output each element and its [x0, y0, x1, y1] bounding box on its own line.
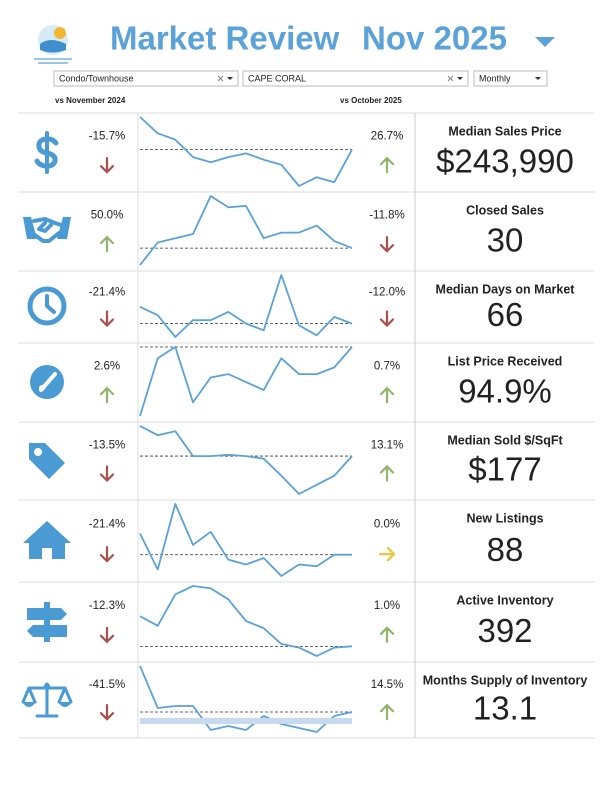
icon-clock [27, 286, 67, 326]
metric-row: -12.3% 1.0% Active Inventory 392 [18, 581, 595, 657]
yoy-change: -13.5% [89, 439, 125, 451]
sparkline [139, 346, 353, 417]
property-type: Condo/Townhouse [59, 73, 134, 83]
metric-row: -13.5% 13.1% Median Sold $/SqFt $177 [18, 421, 595, 495]
metric-name: Median Sales Price [448, 124, 561, 138]
yoy-change: -12.3% [89, 600, 125, 612]
frequency: Monthly [479, 73, 511, 83]
mom-change: 1.0% [374, 600, 400, 612]
mom-arrow [379, 310, 395, 328]
sparkline [139, 665, 353, 733]
icon-scales [21, 682, 73, 718]
yoy-arrow [99, 310, 115, 328]
icon-handshake [23, 217, 71, 243]
mom-change: 0.0% [374, 519, 400, 531]
metric-row: 2.6% 0.7% List Price Received 94.9% [18, 342, 595, 417]
mom-arrow [379, 386, 395, 404]
yoy-change: -21.4% [89, 287, 125, 299]
yoy-change: -15.7% [89, 131, 125, 143]
yoy-arrow [99, 235, 115, 253]
yoy-arrow [99, 546, 115, 563]
sparkline [139, 116, 353, 187]
metric-row: 50.0% -11.8% Closed Sales 30 [18, 191, 595, 266]
yoy-arrow [99, 157, 115, 174]
metric-value: 13.1 [473, 689, 537, 726]
yoy-change: 2.6% [94, 361, 120, 373]
yoy-arrow [99, 386, 115, 404]
yoy-arrow [99, 626, 115, 644]
mom-arrow [379, 156, 395, 174]
metric-value: 392 [477, 612, 532, 649]
metric-value: 30 [487, 221, 524, 258]
metric-name: List Price Received [448, 354, 563, 368]
property-type-filter[interactable]: Condo/Townhouse [53, 70, 239, 87]
metric-value: 88 [487, 531, 524, 568]
mom-change: -11.8% [369, 210, 405, 222]
yoy-arrow [99, 465, 115, 483]
icon-signpost [27, 602, 67, 642]
metric-row: -21.4% 0.0% New Listings 88 [18, 499, 595, 577]
metric-name: New Listings [466, 511, 543, 525]
frequency-filter[interactable]: Monthly [473, 70, 548, 87]
yoy-change: -41.5% [89, 679, 125, 691]
yoy-arrow [99, 704, 115, 721]
mom-arrow [378, 547, 396, 562]
mom-change: 13.1% [371, 439, 404, 451]
metric-value: $243,990 [436, 142, 574, 179]
icon-house [23, 521, 71, 559]
metric-rows: -15.7% 26.7% Median Sales Price $243,990 50.… [18, 112, 595, 739]
sparkline [139, 503, 352, 577]
mom-arrow [379, 464, 395, 482]
metric-name: Median Sold $/SqFt [447, 433, 563, 447]
period: Nov 2025 [362, 20, 507, 57]
icon-gauge [30, 365, 64, 399]
metric-row: -15.7% 26.7% Median Sales Price $243,990 [18, 112, 595, 187]
mom-change: 14.5% [371, 679, 404, 691]
icon-tag [29, 443, 65, 479]
mom-arrow [379, 626, 395, 643]
yoy-change: -21.4% [89, 519, 125, 531]
mom-arrow [379, 236, 395, 253]
sparkline [139, 585, 353, 657]
mom-change: -12.0% [369, 287, 405, 299]
metric-value: $177 [468, 451, 541, 488]
sparkline [139, 425, 353, 495]
logo [34, 25, 72, 64]
metric-row: -41.5% 14.5% Months Supply of Inventory 13.… [18, 661, 595, 739]
title: Market Review [110, 20, 340, 57]
location-filter[interactable]: CAPE CORAL [242, 70, 469, 87]
period-dropdown[interactable] [535, 37, 555, 47]
location: CAPE CORAL [248, 73, 306, 83]
metric-name: Median Days on Market [436, 282, 576, 296]
spark-band [140, 718, 352, 724]
metric-name: Months Supply of Inventory [423, 673, 588, 687]
metric-name: Closed Sales [466, 203, 544, 217]
year-comparison: vs November 2024 [55, 96, 126, 105]
icon-dollar [34, 131, 59, 174]
month-comparison: vs October 2025 [340, 96, 402, 105]
metric-value: 94.9% [458, 372, 552, 409]
mom-arrow [379, 703, 395, 721]
metric-value: 66 [487, 296, 524, 333]
sparkline [139, 274, 353, 338]
mom-change: 0.7% [374, 361, 400, 373]
sparkline [139, 195, 353, 266]
mom-change: 26.7% [371, 131, 404, 143]
yoy-change: 50.0% [91, 210, 124, 222]
metric-name: Active Inventory [456, 593, 553, 607]
